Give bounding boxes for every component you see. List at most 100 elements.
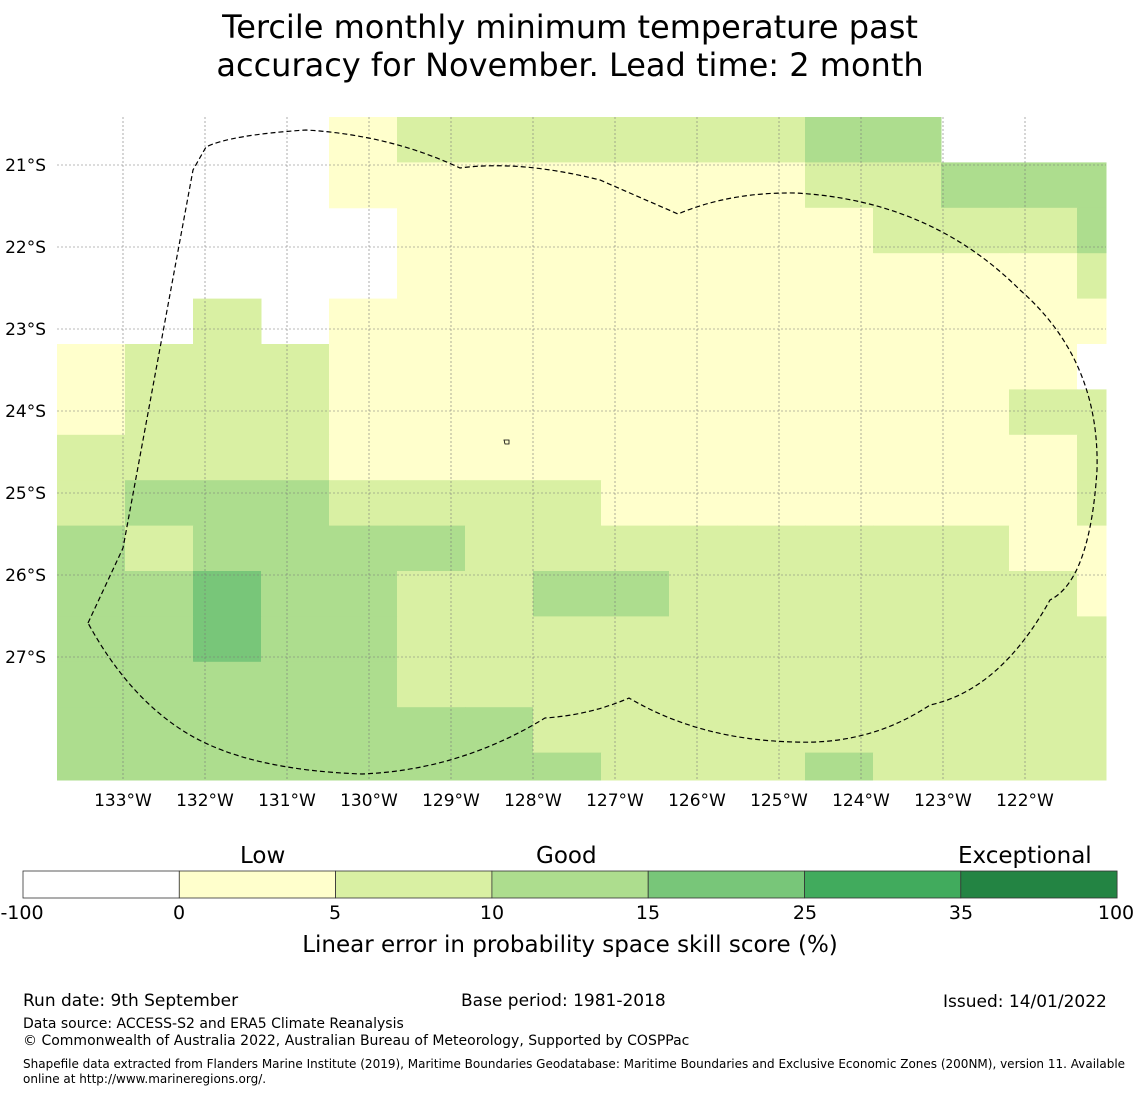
grid-cell <box>601 661 670 708</box>
grid-cell <box>533 207 602 254</box>
grid-cell <box>737 752 806 781</box>
grid-cell <box>601 480 670 527</box>
data-source: Data source: ACCESS-S2 and ERA5 Climate … <box>23 1016 404 1032</box>
grid-cell <box>261 389 330 436</box>
grid-cell <box>533 253 602 300</box>
grid-cell <box>805 525 874 572</box>
grid-cell <box>125 434 194 481</box>
grid-cell <box>261 434 330 481</box>
longitude-label: 128°W <box>504 791 562 811</box>
grid-cell <box>669 344 738 390</box>
grid-cell <box>941 298 1010 345</box>
grid-cell <box>329 525 398 572</box>
grid-cell <box>533 707 602 754</box>
grid-cell <box>941 207 1010 254</box>
grid-cell <box>125 480 194 527</box>
grid-cell <box>737 571 806 617</box>
grid-cell <box>329 389 398 436</box>
grid-cell <box>873 162 942 209</box>
grid-cell <box>941 434 1010 481</box>
grid-cell <box>533 298 602 345</box>
grid-cell <box>737 344 806 390</box>
grid-cell <box>805 571 874 617</box>
grid-cell <box>1077 752 1107 781</box>
grid-cell <box>57 752 126 781</box>
legend-category-exceptional: Exceptional <box>958 843 1092 869</box>
grid-cell <box>465 616 534 663</box>
grid-cell <box>533 571 602 617</box>
grid-cell <box>1077 571 1107 617</box>
grid-cell <box>601 162 670 209</box>
colorbar-swatch <box>178 870 337 899</box>
grid-cell <box>193 707 262 754</box>
grid-cell <box>669 434 738 481</box>
grid-cell <box>57 480 126 527</box>
grid-cell <box>193 434 262 481</box>
grid-cell <box>465 253 534 300</box>
grid-cell <box>873 707 942 754</box>
grid-cell <box>941 752 1010 781</box>
grid-cell <box>465 434 534 481</box>
grid-cell <box>1009 480 1078 527</box>
grid-cell <box>465 389 534 436</box>
grid-cell <box>941 661 1010 708</box>
grid-cell <box>737 480 806 527</box>
grid-cell <box>941 480 1010 527</box>
grid-cell <box>737 162 806 209</box>
grid-cell <box>669 253 738 300</box>
grid-cell <box>465 298 534 345</box>
grid-cell <box>737 389 806 436</box>
grid-cell <box>125 571 194 617</box>
legend-tick: 100 <box>1097 902 1135 924</box>
copyright: © Commonwealth of Australia 2022, Austra… <box>23 1033 690 1049</box>
grid-cell <box>465 571 534 617</box>
grid-cell <box>125 389 194 436</box>
grid-cell <box>873 661 942 708</box>
map-title-line-1: Tercile monthly minimum temperature past <box>222 8 918 46</box>
grid-cell <box>57 661 126 708</box>
grid-cell <box>261 344 330 390</box>
colorbar-swatch <box>804 870 962 899</box>
grid-cell <box>465 525 534 572</box>
grid-cell <box>397 207 466 254</box>
grid-cell <box>261 571 330 617</box>
grid-cell <box>873 298 942 345</box>
grid-cell <box>669 298 738 345</box>
grid-cell <box>941 616 1010 663</box>
grid-cell <box>465 117 534 163</box>
grid-cell <box>533 661 602 708</box>
grid-cell <box>941 253 1010 300</box>
grid-cell <box>601 117 670 163</box>
grid-cell <box>941 571 1010 617</box>
latitude-label: 27°S <box>5 648 46 668</box>
grid-cell <box>669 389 738 436</box>
grid-cell <box>533 525 602 572</box>
grid-cell <box>533 752 602 781</box>
grid-cell <box>1077 616 1107 663</box>
grid-cell <box>1077 661 1107 708</box>
latitude-labels: 21°S 22°S 23°S 24°S 25°S 26°S 27°S <box>5 156 46 668</box>
longitude-label: 130°W <box>340 791 398 811</box>
grid-cell <box>873 616 942 663</box>
grid-cell <box>601 344 670 390</box>
grid-cell <box>57 434 126 481</box>
longitude-label: 132°W <box>176 791 234 811</box>
grid-cell <box>465 480 534 527</box>
grid-cell <box>601 752 670 781</box>
grid-cell <box>465 207 534 254</box>
grid-cell <box>57 525 126 572</box>
grid-cell <box>397 344 466 390</box>
grid-cell <box>1009 571 1078 617</box>
grid-cell <box>873 253 942 300</box>
colorbar-swatch <box>335 870 493 899</box>
colorbar-swatches <box>22 870 1118 899</box>
grid-cell <box>397 707 466 754</box>
grid-cell <box>533 480 602 527</box>
longitude-label: 131°W <box>258 791 316 811</box>
grid-cell <box>737 525 806 572</box>
grid-cell <box>669 162 738 209</box>
grid-cell <box>125 752 194 781</box>
longitude-label: 122°W <box>996 791 1054 811</box>
grid-cell <box>805 434 874 481</box>
longitude-label: 126°W <box>668 791 726 811</box>
